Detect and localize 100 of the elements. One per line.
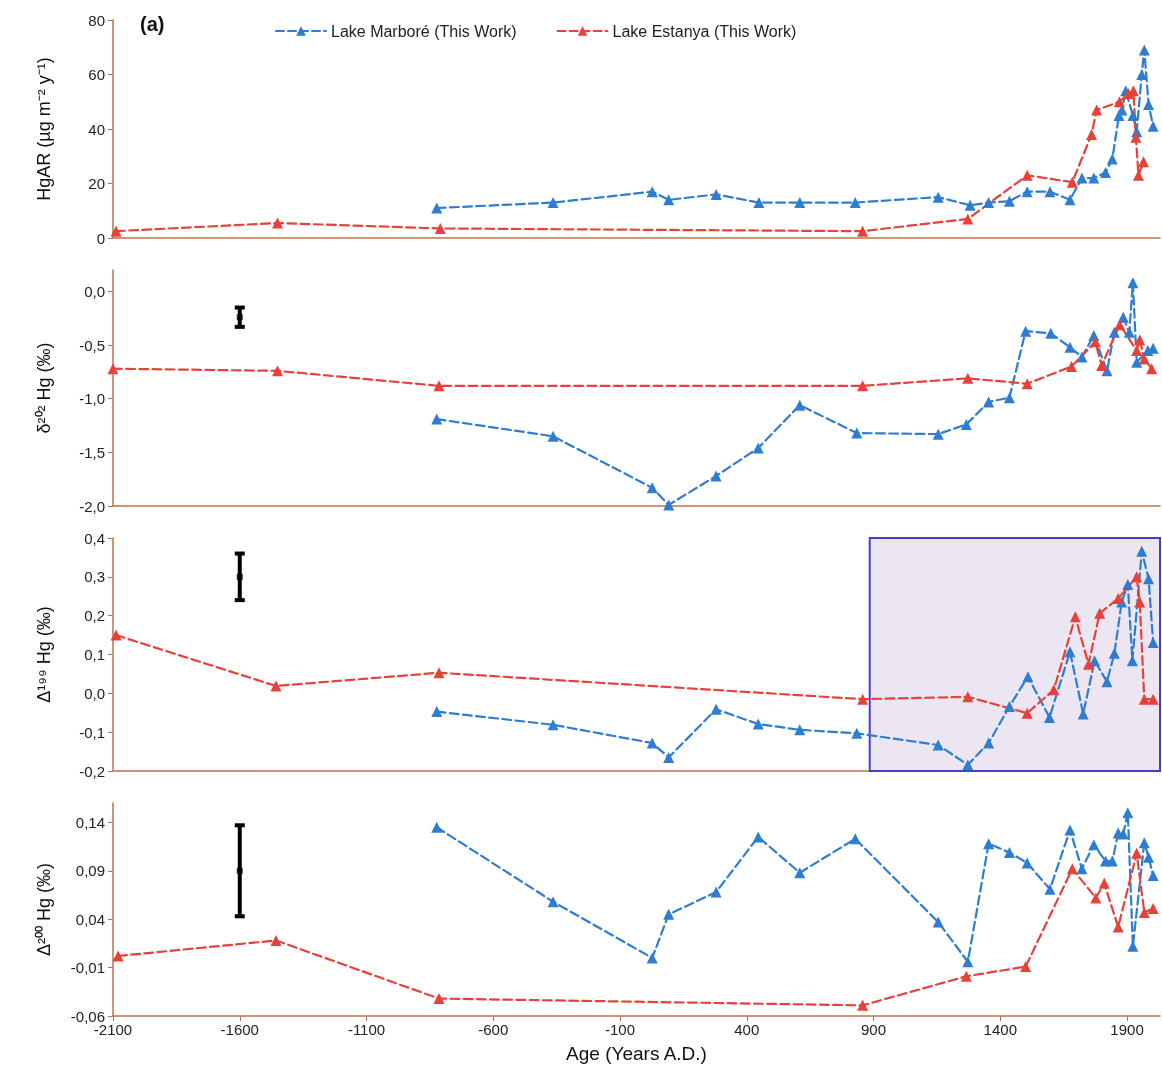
y-tick-label: 0,09 [75, 862, 105, 880]
y-tick-label: -1,0 [79, 390, 105, 408]
x-tick-label: -1600 [220, 1021, 259, 1038]
point [646, 186, 658, 198]
point [1021, 707, 1033, 719]
point [547, 896, 559, 908]
point [932, 916, 944, 928]
point [849, 197, 861, 209]
point [752, 718, 764, 730]
point [962, 956, 974, 968]
y-tick-label: 20 [88, 175, 105, 192]
point [663, 908, 675, 920]
point [646, 482, 658, 494]
y-tick-label: 0,0 [84, 282, 105, 300]
y-axis-title: HgAR (µg m⁻² y⁻¹) [34, 57, 54, 201]
point [1106, 153, 1118, 165]
point [1126, 655, 1138, 667]
y-axis-title: δ²⁰² Hg (‰) [34, 342, 54, 434]
point [547, 197, 559, 209]
point [1090, 892, 1102, 904]
point [710, 703, 722, 715]
y-tick-label: -0,01 [70, 959, 105, 977]
point [1138, 693, 1150, 705]
y-tick-label: 0,04 [75, 910, 105, 928]
point [1147, 903, 1159, 915]
annotation: (a) [140, 13, 165, 35]
point [236, 867, 243, 874]
point [983, 197, 995, 209]
point [1138, 44, 1150, 56]
point [983, 396, 995, 408]
point [1112, 921, 1124, 933]
point [1089, 336, 1101, 348]
y-tick-label: -0,1 [79, 723, 105, 741]
x-tick-label: 400 [734, 1021, 760, 1038]
y-tick-label: 80 [88, 11, 105, 29]
point [1136, 545, 1148, 557]
y-tick-label: -2,0 [79, 497, 105, 515]
point [710, 470, 722, 482]
y-axis-title: Δ¹⁹⁹ Hg (‰) [34, 606, 54, 703]
point [1138, 353, 1150, 365]
point [1131, 356, 1143, 368]
point [960, 970, 972, 982]
y-tick-label: 60 [88, 66, 105, 83]
point [1100, 167, 1111, 179]
point [1147, 870, 1159, 882]
point [1003, 195, 1015, 207]
point [1088, 839, 1100, 851]
point [431, 821, 443, 833]
point [1003, 701, 1015, 713]
y-tick-label: 0,14 [75, 813, 105, 831]
point [1020, 325, 1032, 337]
point [962, 691, 974, 703]
point [1106, 855, 1118, 867]
x-tick-label: -600 [478, 1021, 509, 1038]
point [646, 737, 658, 749]
point [433, 380, 445, 392]
point [1122, 579, 1134, 591]
point [434, 222, 446, 234]
y-tick-label: 40 [88, 120, 105, 138]
point [1117, 828, 1129, 840]
y-tick-label: 0,1 [84, 646, 105, 663]
point [983, 838, 995, 850]
point [1076, 863, 1088, 875]
point [270, 680, 282, 692]
point [1134, 596, 1146, 608]
point [1022, 671, 1034, 683]
point [1066, 176, 1078, 188]
point [794, 399, 806, 411]
legend-label: Lake Marboré (This Work) [331, 22, 517, 40]
point [794, 867, 806, 879]
point [857, 999, 869, 1011]
point [1117, 311, 1129, 323]
x-tick-label: -1100 [347, 1021, 386, 1038]
point [646, 952, 658, 964]
point [431, 706, 443, 718]
x-tick-label: 900 [861, 1021, 887, 1038]
point [1114, 319, 1126, 331]
point [1147, 636, 1159, 648]
point [1108, 326, 1120, 338]
point [431, 413, 443, 425]
point [752, 831, 764, 843]
point [1147, 693, 1159, 705]
x-tick-label: -100 [605, 1021, 636, 1038]
point [849, 833, 861, 845]
x-tick-label: 1400 [983, 1021, 1017, 1038]
x-tick-label: 1900 [1110, 1021, 1144, 1038]
point [1131, 847, 1143, 859]
point [1098, 877, 1110, 889]
point [110, 629, 122, 641]
point [1003, 392, 1015, 404]
point [710, 188, 722, 200]
y-tick-label: -0,5 [79, 336, 105, 354]
point [1064, 341, 1076, 353]
point [1130, 131, 1142, 143]
point [1108, 647, 1120, 659]
point [1138, 837, 1150, 849]
point [1064, 646, 1076, 658]
point [753, 197, 765, 209]
point [663, 499, 675, 511]
point [857, 380, 869, 392]
